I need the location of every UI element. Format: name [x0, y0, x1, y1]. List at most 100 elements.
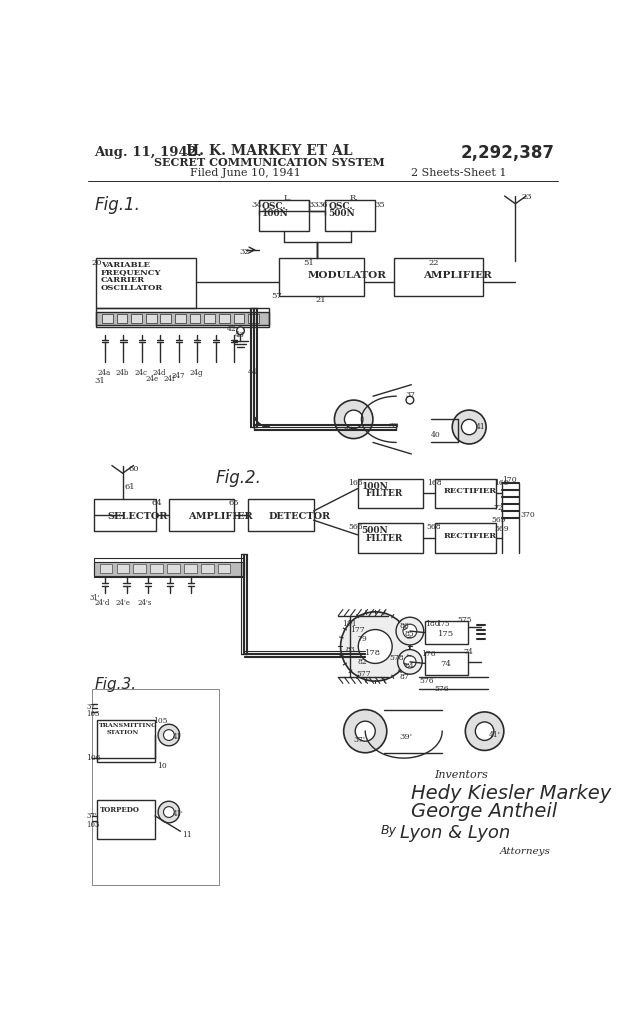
Text: 31: 31 — [94, 377, 105, 385]
Text: 176: 176 — [421, 650, 435, 658]
Bar — [435, 478, 496, 508]
Bar — [325, 200, 375, 230]
Text: 37': 37' — [86, 812, 97, 820]
Bar — [358, 478, 423, 508]
Bar — [234, 313, 244, 324]
Bar — [146, 313, 156, 324]
Text: 170: 170 — [502, 475, 517, 483]
Circle shape — [344, 710, 387, 753]
Text: 23: 23 — [522, 193, 532, 201]
Text: SELECTOR: SELECTOR — [107, 512, 168, 521]
Text: R.: R. — [350, 195, 358, 203]
Text: 500N: 500N — [328, 209, 355, 218]
Text: 35: 35 — [374, 202, 385, 210]
Text: 24c: 24c — [134, 370, 147, 377]
Bar — [248, 313, 259, 324]
Circle shape — [358, 630, 392, 664]
Text: 2,292,387: 2,292,387 — [461, 143, 554, 162]
Text: 569: 569 — [495, 525, 509, 532]
Circle shape — [396, 617, 424, 645]
Text: 578: 578 — [389, 654, 404, 663]
Text: 24g: 24g — [190, 370, 203, 377]
Text: 100N: 100N — [262, 209, 289, 218]
Bar — [169, 499, 234, 531]
Circle shape — [403, 625, 417, 638]
Text: 577: 577 — [356, 670, 370, 678]
Text: 79: 79 — [358, 635, 367, 643]
Bar — [96, 307, 269, 327]
Text: 103: 103 — [86, 710, 100, 718]
Text: 83: 83 — [346, 646, 356, 654]
Text: H. K. MARKEY ET AL: H. K. MARKEY ET AL — [186, 143, 352, 158]
Circle shape — [461, 420, 477, 435]
Text: 24a: 24a — [97, 370, 110, 377]
Text: By: By — [381, 823, 397, 837]
Circle shape — [406, 396, 414, 403]
Circle shape — [475, 722, 494, 740]
Text: 24f: 24f — [164, 376, 175, 383]
Text: 566: 566 — [348, 523, 363, 531]
Text: STATION: STATION — [106, 730, 139, 734]
Text: 106: 106 — [86, 755, 101, 762]
Text: 20: 20 — [92, 259, 102, 267]
Text: 177: 177 — [350, 626, 364, 634]
Bar — [94, 499, 156, 531]
Bar — [131, 313, 142, 324]
Bar — [117, 564, 129, 573]
Text: 33: 33 — [308, 202, 319, 210]
Text: 175: 175 — [436, 620, 450, 628]
Bar — [161, 313, 171, 324]
Text: AMPLIFIER: AMPLIFIER — [423, 271, 492, 281]
Bar — [97, 801, 155, 839]
Text: OSC.: OSC. — [328, 202, 353, 211]
Text: 40: 40 — [431, 431, 440, 439]
Bar — [279, 258, 364, 296]
Bar — [201, 564, 214, 573]
Bar — [219, 313, 230, 324]
Bar — [435, 523, 496, 553]
Text: 168: 168 — [427, 478, 442, 486]
Text: 166: 166 — [348, 478, 363, 486]
Bar — [96, 258, 196, 307]
Text: 22: 22 — [428, 259, 439, 267]
Text: SECRET COMMUNICATION SYSTEM: SECRET COMMUNICATION SYSTEM — [154, 157, 384, 168]
Circle shape — [355, 721, 375, 741]
Text: 85: 85 — [404, 630, 415, 638]
Text: Aug. 11, 1942.: Aug. 11, 1942. — [94, 146, 202, 159]
Text: 39': 39' — [400, 733, 413, 740]
Circle shape — [452, 410, 486, 444]
Bar — [204, 313, 215, 324]
Text: 370: 370 — [521, 511, 536, 519]
Text: 44: 44 — [248, 368, 258, 376]
Circle shape — [398, 649, 422, 674]
Text: 21: 21 — [315, 296, 326, 304]
Text: 10: 10 — [158, 762, 167, 770]
Circle shape — [164, 807, 175, 817]
Circle shape — [335, 400, 373, 438]
Text: 34: 34 — [251, 202, 262, 210]
Circle shape — [164, 730, 175, 740]
Circle shape — [404, 655, 416, 668]
Text: 568: 568 — [427, 523, 442, 531]
Text: FILTER: FILTER — [365, 489, 403, 499]
Text: 24'e: 24'e — [116, 599, 131, 607]
Text: Fig.2.: Fig.2. — [215, 469, 261, 487]
Text: 105: 105 — [154, 718, 168, 725]
Text: 36: 36 — [318, 202, 328, 210]
Circle shape — [237, 327, 244, 335]
Text: 57: 57 — [272, 292, 282, 300]
Text: 38: 38 — [343, 423, 353, 431]
Text: Lyon & Lyon: Lyon & Lyon — [400, 823, 510, 842]
Text: FREQUENCY: FREQUENCY — [101, 268, 162, 276]
Text: 37: 37 — [405, 391, 415, 398]
Text: 11: 11 — [182, 831, 192, 840]
Bar — [134, 564, 146, 573]
Bar — [168, 564, 180, 573]
Text: 74: 74 — [464, 648, 474, 656]
Text: TRANSMITTING: TRANSMITTING — [99, 723, 158, 728]
Text: VARIABLE: VARIABLE — [101, 261, 150, 268]
Bar — [94, 558, 244, 578]
Text: 64: 64 — [151, 499, 162, 507]
Text: 37': 37' — [353, 736, 365, 743]
Bar — [425, 652, 467, 675]
